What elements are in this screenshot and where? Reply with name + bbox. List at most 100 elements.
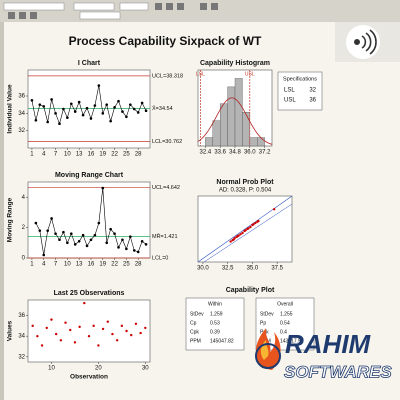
data-point xyxy=(144,243,148,246)
x-tick-label: 36.0 xyxy=(244,150,256,156)
toolbar-dropdown[interactable] xyxy=(119,2,149,11)
data-point xyxy=(62,107,65,111)
y-axis-label: Values xyxy=(7,320,14,341)
toolbar-button[interactable] xyxy=(19,12,26,19)
spec-value: 32 xyxy=(309,88,316,94)
reference-label: MR̄=1.421 xyxy=(152,233,178,240)
data-point xyxy=(50,98,53,101)
data-point xyxy=(115,339,119,342)
data-point xyxy=(42,253,46,257)
x-tick-label: 4 xyxy=(42,152,46,158)
x-tick-label: 7 xyxy=(54,152,58,158)
data-point xyxy=(237,234,240,237)
data-point xyxy=(113,105,116,109)
plot-frame xyxy=(27,181,151,259)
data-point xyxy=(64,321,67,324)
data-point xyxy=(89,117,93,120)
x-tick-label: 16 xyxy=(88,262,95,268)
x-tick-label: 37.5 xyxy=(271,266,283,272)
x-tick-label: 10 xyxy=(48,366,55,372)
x-tick-label: 10 xyxy=(64,262,71,268)
data-point xyxy=(93,104,97,107)
x-tick-label: 22 xyxy=(111,152,118,158)
y-tick-label: 36 xyxy=(18,94,25,100)
spec-limit-label: USL xyxy=(245,71,255,77)
data-point xyxy=(54,112,57,115)
watermark-line2: SOFTWARES xyxy=(284,362,392,381)
data-point xyxy=(73,243,77,246)
capability-header: Overall xyxy=(277,301,293,307)
watermark-logo xyxy=(255,328,281,370)
toolbar-dropdown[interactable] xyxy=(73,2,115,11)
data-point xyxy=(120,324,124,328)
data-point xyxy=(254,221,257,225)
x-tick-label: 28 xyxy=(135,152,142,158)
y-tick-label: 4 xyxy=(22,195,26,201)
data-point xyxy=(229,240,232,243)
capability-stat-value: 0.39 xyxy=(210,329,220,335)
data-point xyxy=(239,233,242,236)
data-point xyxy=(97,344,100,347)
toolbar-button[interactable] xyxy=(200,3,207,10)
data-point xyxy=(69,328,72,332)
x-tick-label: 32.4 xyxy=(200,150,212,156)
data-point xyxy=(69,102,73,106)
reference-label: X̄=34.54 xyxy=(152,105,173,112)
capability-stat-name: Cp xyxy=(190,320,197,326)
x-tick-label: 37.2 xyxy=(259,150,271,156)
toolbar-button[interactable] xyxy=(30,12,37,19)
capability-stat-value: 0.4 xyxy=(280,329,287,335)
capability-stat-name: Cpk xyxy=(190,329,199,335)
x-tick-label: 34.8 xyxy=(229,150,241,156)
capability-stat-value: 1.255 xyxy=(280,311,293,317)
data-point xyxy=(81,233,85,237)
capability-stat-name: PPM xyxy=(190,338,201,344)
chart-title: Last 25 Observations xyxy=(54,290,125,297)
data-point xyxy=(59,339,63,342)
data-point xyxy=(50,217,53,220)
data-point xyxy=(252,223,255,226)
data-point xyxy=(34,221,38,225)
data-point xyxy=(89,238,93,242)
toolbar-button[interactable] xyxy=(166,3,173,10)
data-point xyxy=(257,219,260,223)
reference-label: UCL=4.642 xyxy=(152,185,180,191)
plot-frame xyxy=(27,299,151,363)
data-point xyxy=(121,238,124,242)
toolbar-button[interactable] xyxy=(8,12,15,19)
capability-stat-name: Pp xyxy=(260,320,266,326)
data-point xyxy=(77,100,81,104)
capability-title: Capability Plot xyxy=(226,287,275,294)
toolbar-button[interactable] xyxy=(155,3,162,10)
histogram-bar xyxy=(234,78,243,147)
spec-box xyxy=(277,71,323,111)
data-point xyxy=(140,239,144,243)
x-tick-label: 35.0 xyxy=(247,266,259,272)
x-tick-label: 19 xyxy=(99,152,106,158)
x-tick-label: 30.0 xyxy=(197,266,209,272)
toolbar-dropdown[interactable] xyxy=(3,2,65,11)
x-tick-label: 13 xyxy=(76,262,83,268)
histogram-bar xyxy=(257,137,265,147)
data-point xyxy=(46,229,49,232)
spec-name: LSL xyxy=(284,88,295,94)
data-point xyxy=(117,246,120,249)
data-point xyxy=(101,327,105,331)
data-point xyxy=(45,326,48,330)
toolbar-dropdown[interactable] xyxy=(79,11,121,20)
toolbar-button[interactable] xyxy=(211,3,218,10)
y-tick-label: 32 xyxy=(18,128,25,134)
x-tick-label: 32.5 xyxy=(222,266,234,272)
toolbar-button[interactable] xyxy=(177,3,184,10)
x-tick-label: 13 xyxy=(76,152,83,158)
data-point xyxy=(241,231,244,235)
histogram-bar xyxy=(212,120,221,147)
data-point xyxy=(139,331,142,335)
data-point xyxy=(101,112,105,115)
data-point xyxy=(134,322,138,325)
data-point xyxy=(54,232,57,235)
confidence-line xyxy=(203,203,293,263)
data-point xyxy=(38,103,42,106)
data-point xyxy=(130,333,133,337)
